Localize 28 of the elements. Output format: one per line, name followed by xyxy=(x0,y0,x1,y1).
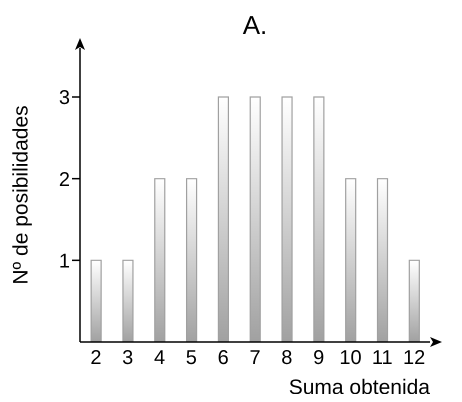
x-tick-label: 4 xyxy=(154,347,166,370)
x-tick-label: 8 xyxy=(281,347,292,370)
bar xyxy=(218,96,230,342)
y-tick-label: 1 xyxy=(58,250,70,272)
bar xyxy=(186,178,198,342)
y-tick-label: 2 xyxy=(58,168,70,191)
bar xyxy=(345,178,356,342)
bar xyxy=(376,178,388,342)
x-axis-title: Suma obtenida xyxy=(288,376,430,399)
x-tick-label: 7 xyxy=(249,347,261,370)
bar xyxy=(154,178,166,342)
y-tick-label: 3 xyxy=(58,87,70,110)
x-tick-label: 5 xyxy=(186,347,197,370)
x-tick-label: 6 xyxy=(218,347,229,370)
bar xyxy=(250,96,261,342)
bar xyxy=(281,96,293,342)
x-tick-label: 12 xyxy=(402,347,426,370)
x-tick-label: 10 xyxy=(339,347,362,370)
x-tick-label: 9 xyxy=(313,347,324,370)
bar xyxy=(313,96,324,342)
bar xyxy=(408,260,420,342)
x-tick-label: 2 xyxy=(90,347,102,370)
chart-title: A. xyxy=(242,10,268,41)
bar xyxy=(122,260,134,342)
x-tick-label: 3 xyxy=(122,347,134,370)
bar xyxy=(90,260,102,342)
x-tick-label: 11 xyxy=(372,347,393,370)
y-axis-title: Nº de posibilidades xyxy=(9,105,32,285)
